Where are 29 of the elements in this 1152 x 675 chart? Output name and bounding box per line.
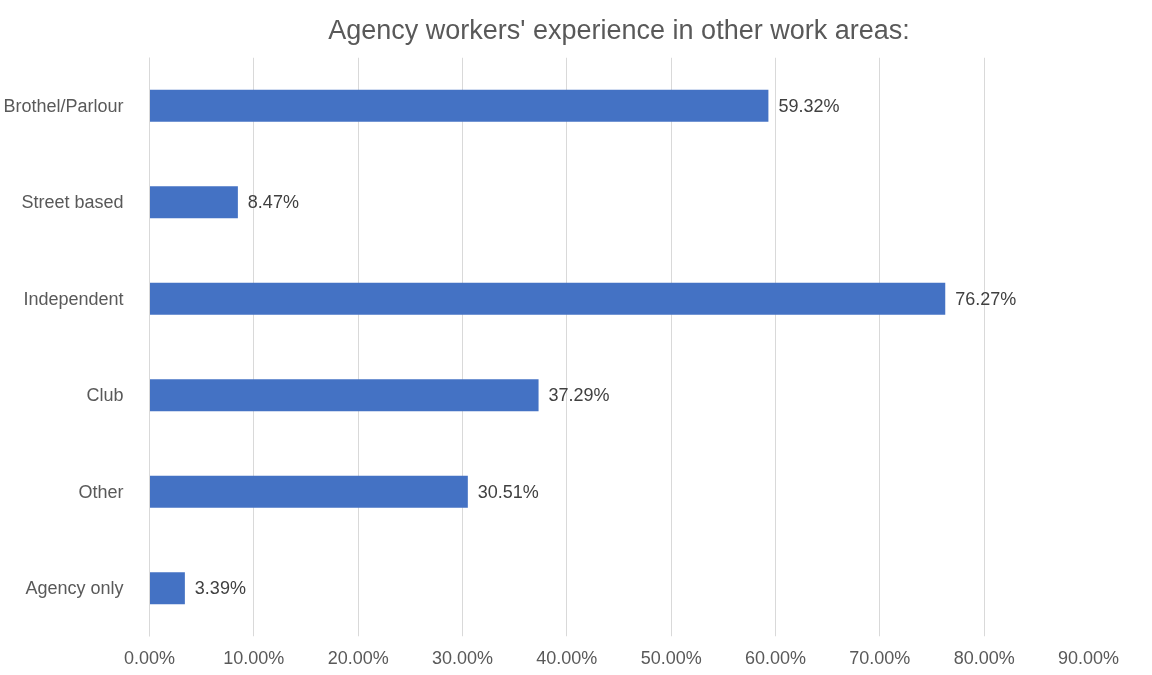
x-tick-label: 30.00% [431,647,494,668]
x-tick-label: 50.00% [640,647,702,668]
y-tick-label: Street based [21,192,124,213]
y-tick-label: Brothel/Parlour [3,95,124,116]
data-label: 30.51% [477,481,539,502]
chart-title: Agency workers' experience in other work areas: [328,15,910,45]
y-tick-label: Independent [23,288,124,309]
data-label: 59.32% [778,95,840,116]
x-tick-label: 40.00% [536,647,598,668]
y-tick-label: Club [86,385,124,406]
data-label: 76.27% [955,288,1017,309]
bar [149,89,769,122]
x-tick-label: 20.00% [327,647,389,668]
x-tick-label: 90.00% [1057,647,1120,668]
y-tick-label: Agency only [25,578,124,599]
bar [149,379,539,412]
x-tick-label: 60.00% [744,647,807,668]
bar [149,282,946,315]
data-label: 3.39% [194,578,246,599]
bar [149,186,238,219]
x-tick-label: 0.00% [123,647,176,668]
x-tick-label: 70.00% [849,647,911,668]
x-tick-label: 80.00% [953,647,1015,668]
x-tick-label: 10.00% [223,647,285,668]
data-label: 37.29% [548,385,610,406]
bar [149,475,468,508]
bar [149,572,185,605]
data-label: 8.47% [247,192,299,213]
y-tick-label: Other [78,481,124,502]
